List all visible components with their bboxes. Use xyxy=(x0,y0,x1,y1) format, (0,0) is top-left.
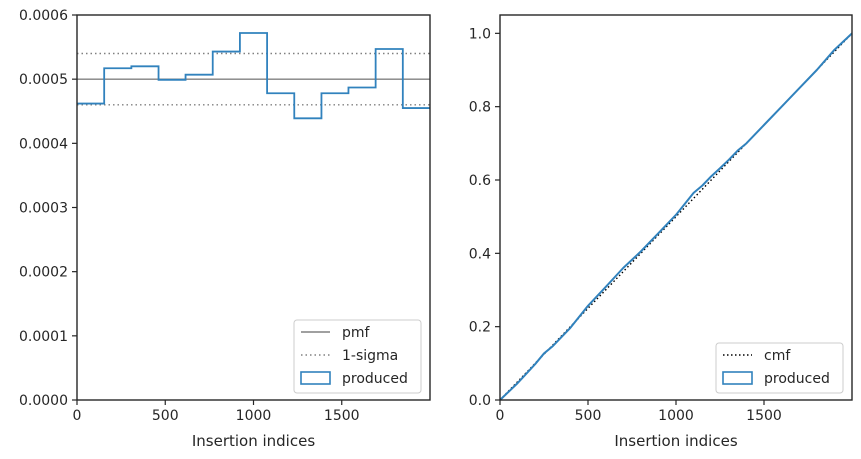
legend: pmf 1-sigma produced xyxy=(293,319,422,394)
y-tick-label: 0.0003 xyxy=(19,201,68,217)
y-tick-label: 0.0006 xyxy=(19,8,68,24)
y-ticks: 0.0 0.2 0.4 0.6 0.8 1.0 xyxy=(469,26,500,409)
y-tick-label: 0.0002 xyxy=(19,265,68,281)
produced-line xyxy=(499,32,853,401)
x-axis-label: Insertion indices xyxy=(192,432,315,450)
y-tick-label: 0.0000 xyxy=(19,393,68,409)
legend: cmf produced xyxy=(715,342,844,394)
legend-pmf-label: pmf xyxy=(342,325,371,341)
y-tick-label: 0.2 xyxy=(469,320,491,336)
legend-box xyxy=(293,319,422,394)
x-tick-label: 1000 xyxy=(236,408,272,424)
legend-sigma-label: 1-sigma xyxy=(342,348,398,364)
x-tick-label: 0 xyxy=(496,408,505,424)
y-tick-label: 0.4 xyxy=(469,246,491,262)
y-tick-label: 0.0001 xyxy=(19,329,68,345)
x-tick-label: 500 xyxy=(575,408,602,424)
y-tick-label: 0.8 xyxy=(469,100,491,116)
cumulative-chart: 0 500 1000 1500 0.0 0.2 0.4 0.6 0.8 1.0 Insertio… xyxy=(469,14,853,450)
x-tick-label: 1000 xyxy=(658,408,694,424)
x-tick-label: 1500 xyxy=(324,408,360,424)
legend-produced-label: produced xyxy=(342,371,408,387)
legend-cmf-label: cmf xyxy=(764,348,791,364)
x-ticks: 0 500 1000 1500 xyxy=(73,400,360,424)
y-tick-label: 0.6 xyxy=(469,173,491,189)
histogram-marks xyxy=(77,32,430,120)
legend-produced-label: produced xyxy=(764,371,830,387)
x-ticks: 0 500 1000 1500 xyxy=(496,400,782,424)
histogram-chart: 0 500 1000 1500 0.00000.00010.00020.00030.0… xyxy=(19,8,431,450)
x-axis-label: Insertion indices xyxy=(614,432,737,450)
x-tick-label: 500 xyxy=(152,408,179,424)
y-tick-label: 1.0 xyxy=(469,26,491,42)
y-tick-label: 0.0005 xyxy=(19,72,68,88)
cumulative-marks xyxy=(499,32,853,401)
legend-produced-swatch xyxy=(300,371,331,385)
y-ticks: 0.0000 0.0001 0.0002 0.0003 0.0004 0.0005 0.00… xyxy=(19,8,77,409)
x-tick-label: 0 xyxy=(73,408,82,424)
y-tick-label: 0.0 xyxy=(469,393,491,409)
produced-step-line xyxy=(77,32,430,120)
y-tick-label: 0.0004 xyxy=(19,136,68,152)
legend-produced-swatch xyxy=(722,371,753,385)
plot-frame xyxy=(499,14,853,401)
sigma-lines xyxy=(77,52,430,106)
x-tick-label: 1500 xyxy=(746,408,782,424)
